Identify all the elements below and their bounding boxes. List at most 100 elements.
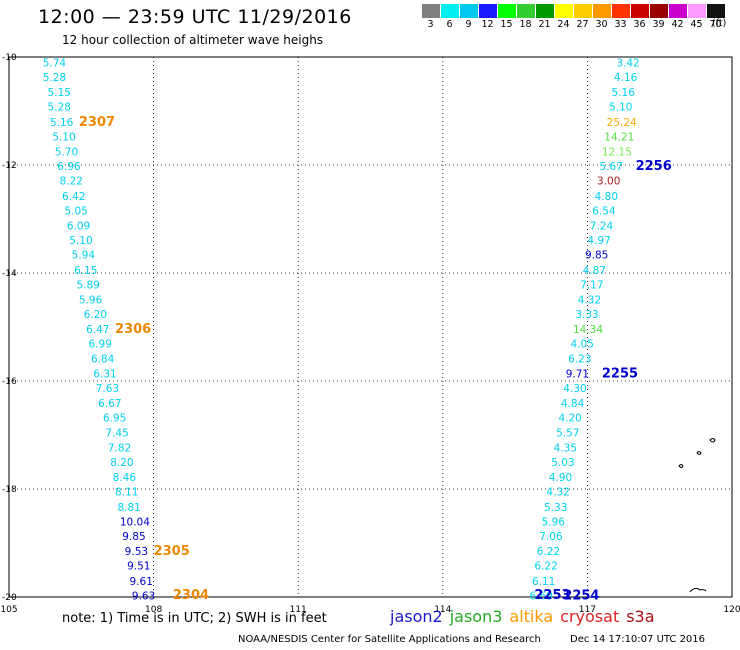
wave-height-value: 9.61 (130, 576, 153, 588)
color-scale-label: 42 (671, 19, 684, 30)
color-scale-label: 70 (709, 19, 722, 30)
pass-number-label: 2253 (534, 588, 570, 603)
map-title: 12:00 — 23:59 UTC 11/29/2016 (38, 6, 352, 28)
color-scale-label: 45 (690, 19, 703, 30)
color-scale-cell: 42 (668, 4, 687, 32)
pass-number-label: 2255 (602, 366, 638, 381)
wave-height-value: 9.71 (566, 368, 589, 380)
color-scale-label: 36 (633, 19, 646, 30)
wave-height-value: 14.21 (604, 131, 634, 143)
wave-height-value: 4.80 (595, 191, 618, 203)
wave-height-value: 5.96 (542, 516, 566, 528)
color-swatch (516, 4, 535, 18)
color-scale-label: 15 (500, 19, 513, 30)
wave-height-value: 6.11 (532, 576, 555, 588)
lat-tick-label: -18 (2, 485, 17, 495)
wave-height-value: 9.85 (122, 531, 145, 543)
wave-height-value: 7.17 (580, 279, 603, 291)
wave-height-value: 5.74 (43, 57, 67, 69)
color-swatch (668, 4, 687, 18)
color-scale-cell: 21 (535, 4, 554, 32)
color-swatch (611, 4, 630, 18)
wave-height-value: 5.10 (609, 102, 632, 114)
map-subtitle: 12 hour collection of altimeter wave hei… (62, 33, 324, 47)
pass-number-label: 2307 (79, 115, 115, 130)
wave-height-value: 5.10 (52, 131, 75, 143)
wave-height-value: 7.24 (590, 220, 614, 232)
wave-height-value: 8.22 (60, 176, 83, 188)
legend-jason2: jason2 (390, 607, 443, 626)
wave-height-value: 8.11 (115, 487, 138, 499)
wave-height-value: 6.42 (62, 191, 85, 203)
color-scale-cell: 9 (459, 4, 478, 32)
lat-tick-label: -16 (2, 377, 17, 387)
wave-height-value: 3.00 (597, 176, 620, 188)
wave-height-value: 5.33 (544, 502, 567, 514)
color-swatch (440, 4, 459, 18)
lon-tick-label: 114 (434, 605, 451, 615)
color-scale-label: 12 (481, 19, 494, 30)
legend-jason3: jason3 (449, 607, 503, 626)
legend-cryosat: cryosat (560, 607, 620, 626)
wave-height-value: 9.85 (585, 250, 608, 262)
color-scale-cell: 36 (630, 4, 649, 32)
pass-number-label: 2254 (563, 588, 599, 603)
color-swatch (554, 4, 573, 18)
color-swatch (497, 4, 516, 18)
color-scale-cell: 15 (497, 4, 516, 32)
lon-tick-label: 117 (579, 605, 596, 615)
lat-tick-label: -12 (2, 161, 17, 171)
color-swatch (478, 4, 497, 18)
wave-height-value: 5.16 (612, 87, 636, 99)
wave-height-value: 6.67 (98, 398, 121, 410)
color-scale-label: 27 (576, 19, 589, 30)
wave-height-value: 9.53 (125, 546, 148, 558)
wave-height-value: 6.23 (568, 353, 591, 365)
wave-height-value: 14.34 (573, 324, 603, 336)
footer-timestamp: Dec 14 17:10:07 UTC 2016 (570, 634, 706, 645)
pass-number-label: 2256 (636, 159, 672, 174)
footer-credit: NOAA/NESDIS Center for Satellite Applica… (238, 634, 541, 645)
color-scale-cell: 33 (611, 4, 630, 32)
wave-height-value: 5.03 (551, 457, 574, 469)
color-scale-label: 3 (427, 19, 434, 30)
color-scale-label: 9 (465, 19, 472, 30)
wave-height-value: 4.30 (563, 383, 586, 395)
lat-tick-label: -14 (2, 269, 17, 279)
wave-height-value: 6.47 (86, 324, 109, 336)
lat-tick-label: -20 (2, 593, 17, 603)
wave-height-value: 8.20 (110, 457, 133, 469)
wave-height-value: 5.10 (69, 235, 92, 247)
color-scale-cell: 27 (573, 4, 592, 32)
color-swatch (706, 4, 725, 18)
wave-height-value: 10.04 (120, 516, 150, 528)
wave-height-value: 8.46 (113, 472, 137, 484)
color-swatch (630, 4, 649, 18)
wave-height-value: 6.54 (592, 205, 616, 217)
wave-height-value: 4.20 (558, 413, 581, 425)
map-frame (8, 56, 733, 598)
color-scale-cell: 70 (706, 4, 725, 32)
wave-height-value: 4.84 (561, 398, 585, 410)
color-swatch (687, 4, 706, 18)
color-scale-label: 6 (446, 19, 453, 30)
color-scale-label: 21 (538, 19, 551, 30)
wave-height-value: 5.28 (43, 72, 66, 84)
wave-height-value: 3.33 (575, 309, 598, 321)
color-swatch (535, 4, 554, 18)
wave-height-value: 5.15 (48, 87, 71, 99)
wave-height-value: 4.32 (546, 487, 569, 499)
wave-height-value: 6.95 (103, 413, 126, 425)
wave-height-value: 7.45 (105, 427, 128, 439)
color-scale-label: 39 (652, 19, 665, 30)
color-scale-label: 33 (614, 19, 627, 30)
wave-height-value: 5.96 (79, 294, 103, 306)
lon-tick-label: 105 (0, 605, 17, 615)
wave-height-value: 4.87 (583, 265, 606, 277)
wave-height-value: 6.84 (91, 353, 115, 365)
wave-height-value: 4.32 (578, 294, 601, 306)
wave-height-value: 7.06 (539, 531, 563, 543)
island-shape (709, 438, 716, 443)
wave-height-value: 9.51 (127, 561, 150, 573)
